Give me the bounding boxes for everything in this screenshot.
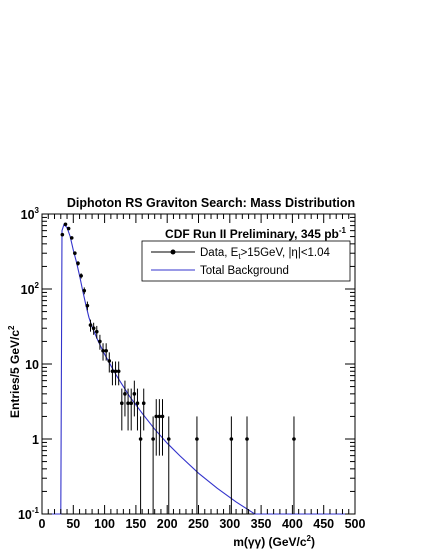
data-point <box>101 348 105 353</box>
data-point <box>104 348 108 353</box>
data-point <box>141 401 146 406</box>
legend-data-label-rest: >15GeV, |η|<1.04 <box>241 247 331 259</box>
legend-data-marker <box>170 249 176 255</box>
x-axis-label-main: m(γγ) (GeV/c <box>233 535 307 549</box>
x-tick-label: 450 <box>313 517 334 531</box>
legend-box <box>141 240 351 282</box>
x-tick-label: 500 <box>345 517 366 531</box>
data-point <box>154 414 159 419</box>
x-tick-label: 150 <box>125 517 146 531</box>
data-point <box>129 401 134 406</box>
x-tick-label: 250 <box>188 517 209 531</box>
x-tick-label: 400 <box>282 517 303 531</box>
data-point <box>126 401 130 406</box>
data-point <box>166 437 171 441</box>
legend-data-label-main: Data, E <box>200 247 239 259</box>
chart-title: Diphoton RS Graviton Search: Mass Distri… <box>67 196 355 210</box>
x-tick-label: 0 <box>39 517 46 531</box>
data-point <box>79 273 83 278</box>
data-point <box>116 369 121 374</box>
x-tick-label: 100 <box>94 517 115 531</box>
data-point <box>66 226 71 231</box>
data-point <box>85 303 90 308</box>
y-tick-label: 10-1 <box>18 506 40 522</box>
x-tick-label: 300 <box>219 517 240 531</box>
cdf-annotation: CDF Run II Preliminary, 345 pb-1 <box>165 226 346 241</box>
data-point <box>160 414 165 419</box>
data-point <box>132 392 137 396</box>
data-point <box>91 326 96 331</box>
y-tick-label: 102 <box>21 281 40 297</box>
y-axis-label-sup: 2 <box>7 325 16 330</box>
legend-data-label-sub: t <box>238 252 241 261</box>
data-point <box>82 288 87 293</box>
y-tick-label-exp: 3 <box>35 206 40 215</box>
y-tick-label-base: 10 <box>25 358 39 372</box>
data-series <box>60 222 296 514</box>
data-point <box>63 222 68 227</box>
legend-background-label: Total Background <box>200 265 289 277</box>
data-point <box>120 401 124 406</box>
data-point <box>73 251 77 256</box>
data-point <box>110 369 115 374</box>
y-tick-label-exp: -1 <box>32 506 40 515</box>
legend-data-label: Data, Et>15GeV, |η|<1.04 <box>200 247 331 261</box>
data-point <box>94 329 99 334</box>
data-point <box>292 437 296 441</box>
data-point <box>138 437 143 441</box>
data-point <box>157 414 162 419</box>
data-point <box>135 401 140 406</box>
data-point <box>76 261 80 266</box>
data-point <box>107 359 112 363</box>
x-axis-label-sup: 2 <box>307 534 312 543</box>
y-tick-label: 1 <box>32 433 39 447</box>
data-point <box>151 437 155 441</box>
y-axis-label: Entries/5 GeV/c2 <box>7 325 22 418</box>
data-point <box>229 437 234 441</box>
y-tick-label-base: 1 <box>32 433 39 447</box>
x-axis-label-tail: ) <box>311 535 315 549</box>
y-tick-label: 10 <box>25 358 39 372</box>
y-tick-label-base: 10 <box>21 283 35 297</box>
y-tick-label: 103 <box>21 206 40 222</box>
x-axis-label: m(γγ) (GeV/c2) <box>233 534 315 549</box>
y-tick-label-exp: 2 <box>35 281 40 290</box>
y-tick-label-base: 10 <box>18 508 32 522</box>
data-point <box>69 236 74 240</box>
x-tick-label: 50 <box>66 517 80 531</box>
y-axis-label-main: Entries/5 GeV/c <box>8 330 22 418</box>
data-point <box>245 437 249 441</box>
x-tick-label: 200 <box>157 517 178 531</box>
data-point <box>195 437 199 441</box>
data-point <box>113 369 118 374</box>
data-point <box>123 392 127 396</box>
cdf-annotation-sup: -1 <box>339 226 347 235</box>
x-tick-label: 350 <box>251 517 272 531</box>
data-point <box>98 339 102 344</box>
data-point <box>60 232 65 237</box>
axis-ticks: 0 50 100 150 200 250 300 350 400 450 50010-1110102… <box>18 206 366 531</box>
cdf-annotation-main: CDF Run II Preliminary, 345 pb <box>165 227 339 241</box>
legend: Data, Et>15GeV, |η|<1.04 Total Backgroun… <box>141 240 351 282</box>
y-tick-label-base: 10 <box>21 208 35 222</box>
data-point <box>88 323 93 327</box>
